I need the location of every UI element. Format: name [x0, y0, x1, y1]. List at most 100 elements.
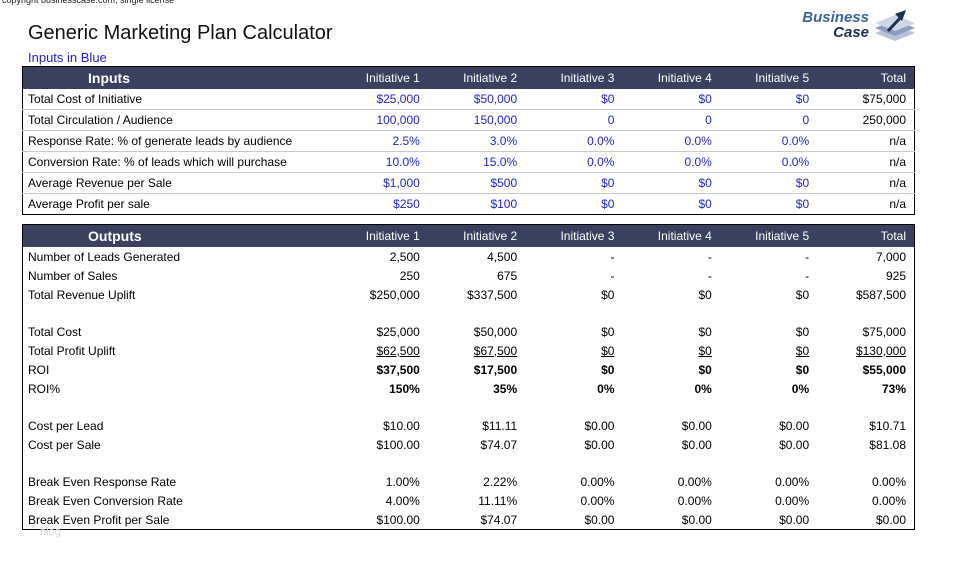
output-value-cell: [622, 398, 719, 416]
output-value-cell: [428, 304, 525, 322]
output-value-cell: 0.00%: [580, 493, 615, 508]
output-value-cell: $0.00: [681, 512, 712, 527]
output-value-cell: $74.07: [480, 437, 518, 452]
input-value-cell[interactable]: $0: [601, 92, 615, 106]
input-row: Conversion Rate: % of leads which will p…: [22, 151, 915, 173]
output-value-cell: $0: [698, 343, 712, 358]
output-value-cell: $74.07: [480, 512, 518, 527]
output-value-cell: $100.00: [376, 512, 420, 527]
input-value-cell[interactable]: $100: [427, 193, 526, 215]
row-label: Number of Sales: [28, 268, 118, 283]
output-value-cell: $337,500: [467, 287, 518, 302]
output-row: Total Cost $25,000 $50,000 $0 $0 $0 $75,000: [23, 322, 915, 341]
input-value-cell[interactable]: $0: [622, 193, 720, 215]
output-value-cell: -: [610, 268, 615, 283]
column-header-initiative-1: Initiative 1: [330, 66, 428, 89]
output-value-cell: $0.00: [779, 512, 810, 527]
input-value-cell[interactable]: 0.0%: [719, 151, 818, 173]
input-value-cell[interactable]: $0: [525, 193, 623, 215]
input-value-cell[interactable]: 0: [719, 109, 818, 131]
column-header-initiative-3: Initiative 3: [525, 224, 623, 247]
output-value-cell: $0.00: [779, 437, 810, 452]
outputs-table: Outputs Initiative 1 Initiative 2 Initia…: [22, 224, 915, 530]
input-value-cell[interactable]: $0: [525, 172, 623, 194]
output-value-cell: $0.00: [584, 418, 615, 433]
input-value-cell[interactable]: $0: [622, 172, 720, 194]
row-label: Average Revenue per Sale: [22, 172, 331, 194]
businesscase-logo: Business Case: [802, 6, 915, 44]
output-value-cell: $10.00: [383, 418, 420, 433]
input-value-cell[interactable]: 2.5%: [330, 130, 428, 152]
input-value-cell[interactable]: $0: [719, 172, 818, 194]
output-value-cell: -: [707, 268, 712, 283]
output-value-cell: $25,000: [376, 324, 420, 339]
output-value-cell: [720, 398, 817, 416]
output-row: Number of Leads Generated 2,500 4,500 - - - 7,…: [23, 247, 915, 266]
output-value-cell: $0.00: [584, 512, 615, 527]
input-value-cell[interactable]: 15.0%: [427, 151, 526, 173]
input-value-cell[interactable]: $250: [330, 193, 428, 215]
copyright-text: copyright businesscase.com, single licen…: [2, 0, 175, 5]
input-value-cell[interactable]: 0: [622, 109, 720, 131]
input-value-cell[interactable]: 0.0%: [525, 130, 623, 152]
input-value-cell[interactable]: 0.0%: [525, 151, 623, 173]
output-value-cell: $0: [601, 343, 615, 358]
output-row: Break Even Profit per Sale $100.00 $74.07 $…: [23, 510, 915, 530]
output-value-cell: [428, 398, 525, 416]
input-value-cell[interactable]: 0.0%: [622, 130, 720, 152]
input-value-cell[interactable]: 0.0%: [719, 130, 818, 152]
inputs-table-body: Total Cost of Initiative $25,000 $50,000 $0…: [22, 89, 915, 215]
output-value-cell: $0: [795, 362, 810, 377]
output-value-cell: 0%: [694, 381, 712, 396]
blog-link[interactable]: blog: [40, 526, 61, 538]
output-row: Total Profit Uplift $62,500 $67,500 $0 $0 $0 $…: [23, 341, 915, 360]
row-label: Cost per Sale: [28, 437, 101, 452]
inputs-header-row: Inputs Initiative 1 Initiative 2 Initiat…: [22, 66, 915, 89]
total-cell: $75,000: [862, 92, 906, 106]
output-value-cell: [428, 454, 525, 472]
total-cell: n/a: [817, 151, 915, 173]
input-value-cell[interactable]: 10.0%: [330, 151, 428, 173]
inputs-table: Inputs Initiative 1 Initiative 2 Initiat…: [22, 66, 915, 215]
output-value-cell: 150%: [389, 381, 420, 396]
input-value-cell[interactable]: $0: [719, 193, 818, 215]
inputs-table-title: Inputs: [22, 66, 331, 89]
input-value-cell[interactable]: $50,000: [473, 92, 518, 106]
row-label: Total Cost of Initiative: [28, 92, 143, 106]
total-cell: 7,000: [875, 249, 906, 264]
output-value-cell: $0: [601, 362, 615, 377]
total-cell: $0.00: [875, 512, 906, 527]
row-label: [23, 398, 331, 416]
output-value-cell: 0%: [791, 381, 810, 396]
outputs-table-body: Number of Leads Generated 2,500 4,500 - - - 7,…: [23, 247, 915, 530]
spacer-row: [23, 398, 915, 416]
row-label: [23, 304, 331, 322]
input-value-cell[interactable]: $500: [427, 172, 526, 194]
input-value-cell[interactable]: $25,000: [376, 92, 420, 106]
row-label: ROI%: [28, 381, 61, 396]
input-value-cell[interactable]: 0.0%: [622, 151, 720, 173]
row-label: Total Revenue Uplift: [28, 287, 136, 302]
output-value-cell: -: [805, 249, 810, 264]
total-cell: $130,000: [855, 343, 906, 358]
output-value-cell: 35%: [493, 381, 518, 396]
input-value-cell[interactable]: $0: [795, 92, 810, 106]
input-value-cell[interactable]: 0: [525, 109, 623, 131]
input-value-cell[interactable]: 100,000: [330, 109, 428, 131]
input-value-cell[interactable]: $1,000: [330, 172, 428, 194]
input-value-cell[interactable]: $0: [698, 92, 712, 106]
output-value-cell: 1.00%: [385, 474, 420, 489]
column-header-initiative-2: Initiative 2: [427, 224, 526, 247]
input-value-cell[interactable]: 3.0%: [427, 130, 526, 152]
input-value-cell[interactable]: 150,000: [427, 109, 526, 131]
total-cell: n/a: [817, 193, 915, 215]
total-cell: 925: [885, 268, 906, 283]
output-value-cell: [331, 398, 428, 416]
column-header-initiative-2: Initiative 2: [427, 66, 526, 89]
outputs-header-row: Outputs Initiative 1 Initiative 2 Initia…: [22, 224, 915, 247]
total-cell: n/a: [817, 130, 915, 152]
output-value-cell: 0.00%: [677, 474, 712, 489]
output-value-cell: [622, 454, 719, 472]
output-value-cell: $37,500: [376, 362, 420, 377]
